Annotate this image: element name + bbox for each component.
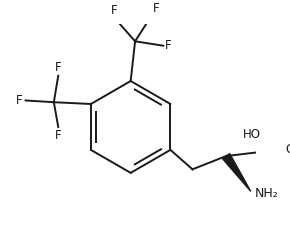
Text: HO: HO <box>243 128 261 141</box>
Text: F: F <box>110 5 117 17</box>
Text: F: F <box>16 94 23 107</box>
Text: F: F <box>55 61 61 74</box>
Polygon shape <box>222 153 251 191</box>
Text: F: F <box>165 39 172 52</box>
Text: NH₂: NH₂ <box>255 187 279 200</box>
Text: F: F <box>153 2 160 15</box>
Text: O: O <box>285 143 290 155</box>
Text: F: F <box>55 129 61 142</box>
